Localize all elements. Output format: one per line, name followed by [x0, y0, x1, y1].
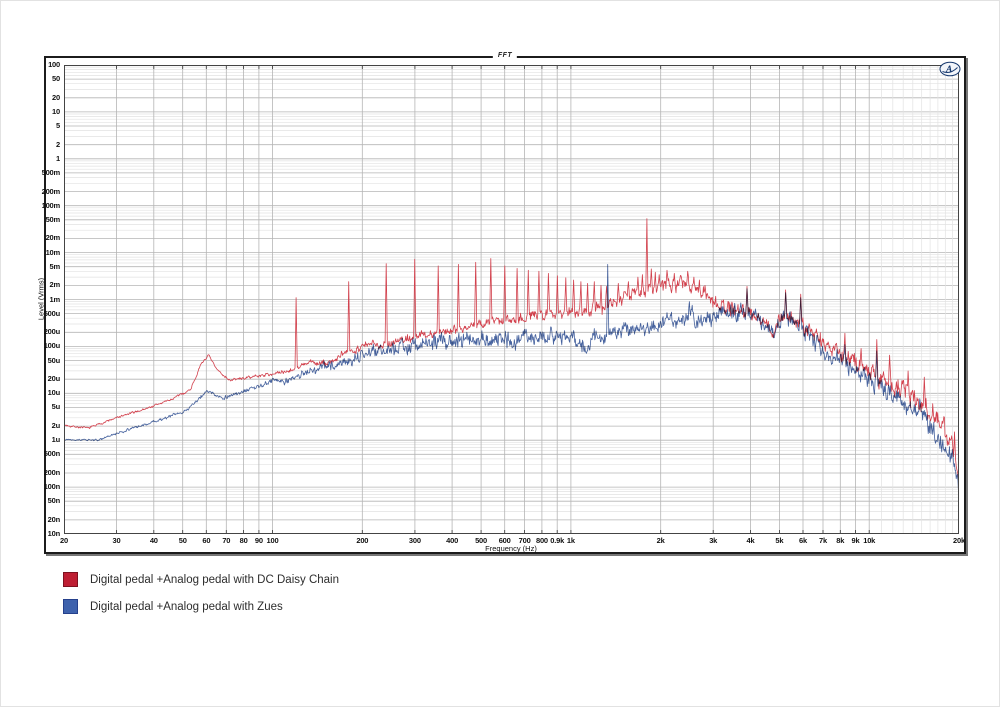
ap-logo-icon: A	[939, 61, 961, 77]
y-tick-label: 100n	[43, 482, 60, 492]
y-tick-label: 5u	[51, 402, 61, 412]
y-axis-title: Level (Vrms)	[36, 277, 46, 321]
y-tick-label: 200m	[41, 186, 61, 196]
legend: Digital pedal +Analog pedal with DC Dais…	[63, 571, 339, 625]
chart-title: FFT	[492, 52, 518, 59]
x-tick-label: 700	[518, 536, 531, 545]
x-tick-label: 2k	[656, 536, 665, 545]
y-tick-label: 10n	[47, 529, 61, 538]
x-tick-label: 8k	[836, 536, 845, 545]
y-tick-label: 10m	[45, 247, 61, 257]
series-path-1	[64, 264, 959, 491]
legend-swatch-0	[63, 572, 78, 587]
y-tick-label: 500u	[43, 308, 60, 318]
y-tick-label: 20u	[47, 374, 61, 384]
x-tick-label: 600	[498, 536, 511, 545]
x-tick-label: 0.9k	[550, 536, 565, 545]
y-tick-label: 100u	[43, 341, 60, 351]
y-tick-label: 50m	[45, 214, 61, 224]
y-tick-label: 200u	[43, 327, 60, 337]
x-tick-label: 90	[254, 536, 263, 545]
y-tick-label: 100m	[41, 200, 61, 210]
x-tick-label: 6k	[799, 536, 807, 545]
x-tick-label: 80	[239, 536, 248, 545]
y-tick-label: 50u	[47, 355, 61, 365]
x-tick-label: 60	[202, 536, 211, 545]
x-tick-label: 30	[112, 536, 121, 545]
y-tick-label: 5	[56, 121, 60, 131]
y-tick-label: 20m	[45, 233, 61, 243]
y-tick-label: 500n	[43, 449, 60, 459]
legend-item-zues: Digital pedal +Analog pedal with Zues	[63, 598, 339, 615]
y-tick-label: 10u	[47, 388, 61, 398]
x-tick-label: 20k	[953, 536, 965, 545]
x-tick-label: 200	[356, 536, 369, 545]
x-tick-label: 10k	[863, 536, 876, 545]
legend-label-0: Digital pedal +Analog pedal with DC Dais…	[90, 573, 339, 586]
series-path-0	[64, 218, 959, 481]
y-tick-label: 200n	[43, 467, 60, 477]
chart-frame: FFT 100 50 20 10 5 2 1 500m 200m 100m 50m 20m 10m 5m 2…	[37, 52, 966, 554]
y-tick-label: 1	[56, 153, 60, 163]
x-tick-label: 400	[446, 536, 459, 545]
x-tick-label: 4k	[746, 536, 755, 545]
y-tick-label: 50	[52, 74, 60, 84]
x-tick-label: 7k	[818, 536, 827, 545]
y-tick-label: 20	[52, 92, 60, 102]
x-tick-label: 100	[266, 536, 279, 545]
y-tick-label: 2	[56, 139, 60, 149]
x-tick-label: 800	[535, 536, 548, 545]
x-tick-label: 5k	[775, 536, 784, 545]
x-tick-label: 40	[149, 536, 158, 545]
plot-svg	[64, 65, 959, 534]
y-tick-label: 500m	[41, 167, 61, 177]
y-tick-label: 20n	[47, 514, 61, 524]
y-tick-label: 1m	[49, 294, 61, 304]
x-tick-label: 300	[408, 536, 421, 545]
y-tick-label: 10	[52, 106, 60, 116]
y-tick-label: 50n	[47, 496, 61, 506]
legend-label-1: Digital pedal +Analog pedal with Zues	[90, 600, 283, 613]
svg-text:A: A	[945, 65, 952, 75]
x-tick-label: 3k	[709, 536, 718, 545]
legend-swatch-1	[63, 599, 78, 614]
x-tick-label: 1k	[566, 536, 575, 545]
x-tick-label: 20	[60, 536, 68, 545]
y-tick-label: 2u	[51, 421, 61, 431]
x-tick-label: 500	[475, 536, 487, 545]
y-tick-label: 100	[48, 60, 60, 69]
x-tick-label: 9k	[851, 536, 860, 545]
y-tick-label: 2m	[49, 280, 61, 290]
x-tick-label: 50	[178, 536, 187, 545]
y-tick-label: 1u	[51, 435, 61, 445]
x-axis-title: Frequency (Hz)	[485, 544, 537, 553]
y-tick-label: 5m	[49, 261, 61, 271]
x-tick-label: 70	[222, 536, 231, 545]
legend-item-daisy-chain: Digital pedal +Analog pedal with DC Dais…	[63, 571, 339, 588]
